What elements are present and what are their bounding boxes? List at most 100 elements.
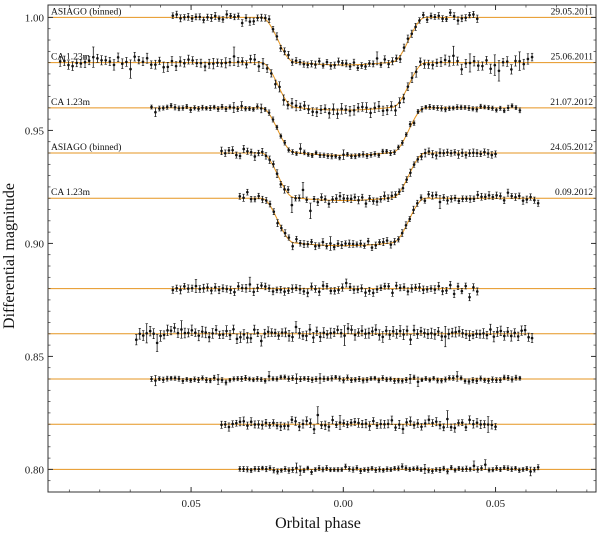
data-point [274, 82, 277, 86]
data-point [249, 197, 253, 201]
data-point [176, 331, 180, 335]
data-point [468, 467, 472, 471]
data-point [361, 153, 365, 156]
data-point [267, 374, 271, 378]
data-point [437, 330, 440, 333]
data-point [310, 240, 313, 244]
data-point [499, 194, 502, 198]
series-date: 0.09.2012 [555, 188, 593, 198]
data-point [489, 67, 492, 71]
data-point [237, 285, 240, 288]
data-point [267, 286, 271, 290]
x-axis-label: Orbital phase [275, 515, 361, 532]
data-point [400, 465, 404, 468]
data-point [352, 288, 356, 291]
data-point [438, 423, 442, 427]
data-point [224, 61, 228, 65]
data-point [375, 288, 379, 291]
data-point [329, 242, 332, 245]
data-point [294, 59, 298, 62]
data-point [425, 18, 429, 21]
data-point [71, 64, 74, 68]
x-tick-label: 0.05 [486, 498, 506, 510]
data-point [212, 105, 216, 109]
data-point [269, 72, 273, 75]
data-point [340, 468, 344, 471]
data-point [475, 421, 479, 425]
data-point [364, 332, 367, 335]
data-point [420, 425, 423, 429]
data-point [334, 155, 338, 158]
series-points-7 [150, 371, 522, 387]
data-point [491, 468, 495, 472]
data-point [332, 468, 336, 471]
data-point [150, 377, 153, 381]
data-point [381, 109, 385, 113]
data-point [460, 421, 464, 424]
data-point [301, 422, 305, 426]
data-point [294, 325, 298, 329]
data-point [422, 288, 425, 292]
data-point [260, 150, 264, 154]
data-point [457, 467, 461, 470]
data-point [346, 376, 349, 379]
data-point [287, 289, 290, 292]
series-date: 24.05.2012 [550, 143, 593, 153]
data-point [514, 106, 518, 109]
data-point [431, 421, 434, 425]
data-point [359, 469, 362, 473]
data-point [242, 419, 246, 423]
data-point [372, 419, 375, 423]
data-point [442, 467, 446, 470]
data-point [161, 106, 165, 110]
data-point [429, 14, 433, 18]
data-point [307, 108, 310, 111]
data-point [518, 109, 522, 112]
series-label: ASIAGO (binned) [51, 142, 121, 153]
data-point [353, 378, 357, 381]
data-point [133, 55, 136, 58]
data-point [263, 108, 267, 111]
data-point [416, 158, 420, 161]
data-point [368, 289, 371, 293]
data-point [340, 243, 344, 247]
data-point [423, 151, 427, 155]
data-point [325, 284, 329, 288]
data-point [183, 61, 186, 65]
data-point [309, 421, 312, 425]
data-point [394, 109, 397, 112]
data-point [478, 332, 482, 336]
data-point [257, 151, 260, 155]
data-point [326, 377, 330, 381]
data-point [393, 379, 396, 383]
data-point [434, 193, 438, 197]
data-point [516, 335, 520, 338]
data-point [383, 58, 387, 61]
data-point [129, 67, 132, 71]
data-point [336, 468, 340, 471]
data-point [275, 125, 279, 129]
data-point [317, 466, 321, 470]
data-point [333, 289, 336, 293]
data-point [104, 58, 108, 62]
data-point [405, 329, 409, 332]
data-point [297, 425, 301, 428]
data-point [187, 58, 190, 61]
data-point [279, 288, 283, 291]
data-point [372, 199, 375, 203]
data-point [327, 425, 331, 429]
data-point [389, 377, 392, 381]
data-point [238, 467, 242, 471]
data-point [252, 378, 255, 382]
data-point [446, 199, 449, 202]
data-point [286, 188, 290, 191]
data-point [154, 379, 157, 382]
data-point [335, 197, 338, 200]
data-point [253, 58, 257, 61]
data-point [393, 150, 396, 154]
data-point [302, 469, 306, 472]
data-point [420, 378, 424, 382]
data-point [290, 101, 294, 105]
data-point [389, 468, 393, 471]
data-point [394, 426, 397, 429]
